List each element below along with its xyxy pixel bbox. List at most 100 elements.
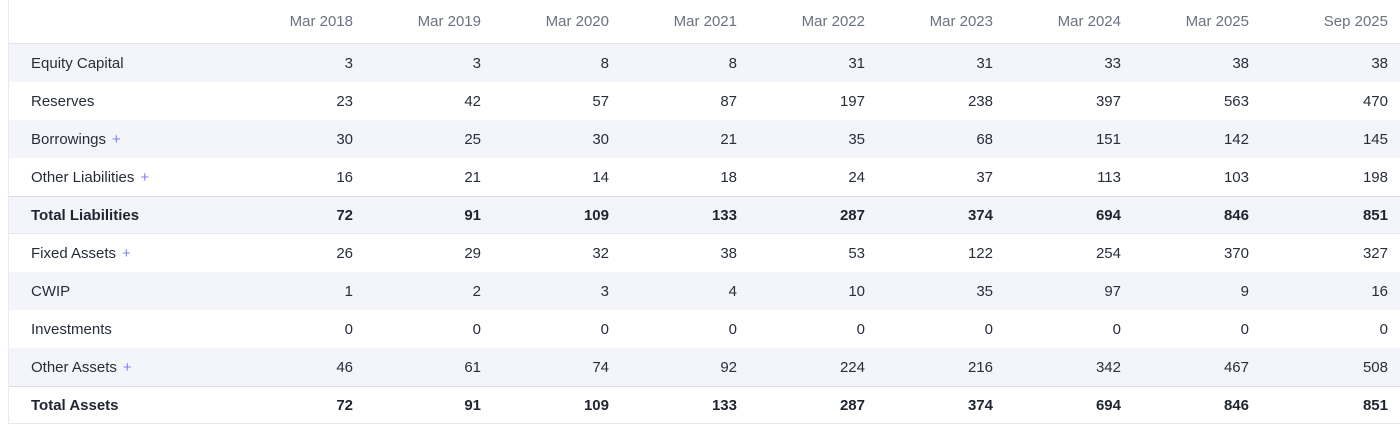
value-cell: 30 [493, 120, 621, 158]
balance-sheet-container: Mar 2018 Mar 2019 Mar 2020 Mar 2021 Mar 2022… [8, 0, 1400, 424]
value-cell: 470 [1362, 92, 1388, 110]
value-cell: 57 [592, 92, 609, 110]
value-cell: 16 [336, 168, 353, 186]
column-header: Mar 2024 [1005, 0, 1133, 44]
value-cell: 38 [720, 244, 737, 262]
value-cell: 53 [848, 244, 865, 262]
row-label: Fixed Assets [31, 244, 117, 262]
column-header: Mar 2022 [749, 0, 877, 44]
row-label-cell: Equity Capital [9, 44, 237, 82]
row-label-cell: Total Liabilities [9, 196, 237, 234]
value-cell: 370 [1223, 244, 1249, 262]
value-cell: 61 [365, 348, 493, 386]
value-cell: 374 [877, 386, 1005, 424]
row-label-cell: Reserves [9, 82, 237, 120]
value-cell: 0 [344, 320, 353, 338]
value-cell: 0 [600, 320, 609, 338]
table-row: Fixed Assets +26 29 32 38 53 122 254 370 327 [9, 234, 1400, 272]
table-row: CWIP 1 2 3 4 10 35 97 9 16 [9, 272, 1400, 310]
value-cell: 26 [336, 244, 353, 262]
expand-row-button[interactable]: + [112, 130, 121, 148]
value-cell: 72 [237, 196, 365, 234]
value-cell: 74 [493, 348, 621, 386]
value-cell: 14 [592, 168, 609, 186]
row-label-column-header [9, 0, 237, 44]
column-header: Mar 2021 [621, 0, 749, 44]
value-cell: 133 [621, 196, 749, 234]
value-cell: 694 [1005, 196, 1133, 234]
value-cell: 29 [464, 244, 481, 262]
row-label: Other Liabilities [31, 168, 135, 186]
value-cell: 327 [1362, 244, 1388, 262]
table-row: Borrowings +30 25 30 21 35 68 151 142 145 [9, 120, 1400, 158]
table-row: Total Liabilities 72 91 109 133 287 374 694 846 8… [9, 196, 1400, 234]
row-label: Total Assets [31, 396, 119, 414]
row-label: Other Assets [31, 358, 117, 376]
value-cell: 91 [365, 196, 493, 234]
table-row: Equity Capital 3 3 8 8 31 31 33 38 38 [9, 44, 1400, 82]
value-cell: 198 [1362, 168, 1388, 186]
value-cell: 1 [237, 272, 365, 310]
table-row: Total Assets 72 91 109 133 287 374 694 846 851 [9, 386, 1400, 424]
value-cell: 197 [839, 92, 865, 110]
value-cell: 4 [621, 272, 749, 310]
value-cell: 46 [237, 348, 365, 386]
value-cell: 467 [1133, 348, 1261, 386]
value-cell: 145 [1261, 120, 1400, 158]
value-cell: 342 [1005, 348, 1133, 386]
column-header: Mar 2020 [493, 0, 621, 44]
value-cell: 109 [493, 196, 621, 234]
value-cell: 287 [749, 386, 877, 424]
value-cell: 42 [464, 92, 481, 110]
value-cell: 151 [1005, 120, 1133, 158]
value-cell: 18 [720, 168, 737, 186]
value-cell: 694 [1005, 386, 1133, 424]
column-header: Mar 2023 [877, 0, 1005, 44]
column-header: Mar 2018 [237, 0, 365, 44]
column-header: Mar 2025 [1133, 0, 1261, 44]
value-cell: 851 [1261, 386, 1400, 424]
row-label: Investments [31, 320, 112, 338]
value-cell: 23 [336, 92, 353, 110]
value-cell: 68 [877, 120, 1005, 158]
value-cell: 224 [749, 348, 877, 386]
value-cell: 31 [877, 44, 1005, 82]
expand-row-button[interactable]: + [122, 244, 131, 262]
value-cell: 24 [848, 168, 865, 186]
value-cell: 25 [365, 120, 493, 158]
value-cell: 0 [1379, 320, 1388, 338]
value-cell: 91 [365, 386, 493, 424]
value-cell: 32 [592, 244, 609, 262]
value-cell: 31 [749, 44, 877, 82]
value-cell: 851 [1261, 196, 1400, 234]
value-cell: 3 [493, 272, 621, 310]
value-cell: 87 [720, 92, 737, 110]
column-header: Sep 2025 [1261, 0, 1400, 44]
row-label: Total Liabilities [31, 206, 140, 224]
row-label-cell: Other Liabilities + [9, 158, 237, 196]
table-body: Equity Capital 3 3 8 8 31 31 33 38 38 Reserves 23 42… [9, 44, 1400, 424]
value-cell: 35 [749, 120, 877, 158]
expand-row-button[interactable]: + [140, 168, 150, 186]
value-cell: 21 [621, 120, 749, 158]
value-cell: 8 [493, 44, 621, 82]
value-cell: 16 [1261, 272, 1400, 310]
value-cell: 35 [877, 272, 1005, 310]
expand-row-button[interactable]: + [122, 358, 132, 376]
row-label-cell: Fixed Assets + [9, 234, 237, 272]
column-header: Mar 2019 [365, 0, 493, 44]
value-cell: 0 [1240, 320, 1249, 338]
value-cell: 0 [472, 320, 481, 338]
row-label-cell: CWIP [9, 272, 237, 310]
value-cell: 33 [1005, 44, 1133, 82]
value-cell: 38 [1261, 44, 1400, 82]
value-cell: 38 [1133, 44, 1261, 82]
row-label-cell: Investments [9, 310, 237, 348]
value-cell: 254 [1095, 244, 1121, 262]
row-label: CWIP [31, 282, 71, 300]
value-cell: 846 [1133, 386, 1261, 424]
value-cell: 10 [749, 272, 877, 310]
value-cell: 21 [464, 168, 481, 186]
row-label-cell: Total Assets [9, 386, 237, 424]
row-label-cell: Borrowings + [9, 120, 237, 158]
